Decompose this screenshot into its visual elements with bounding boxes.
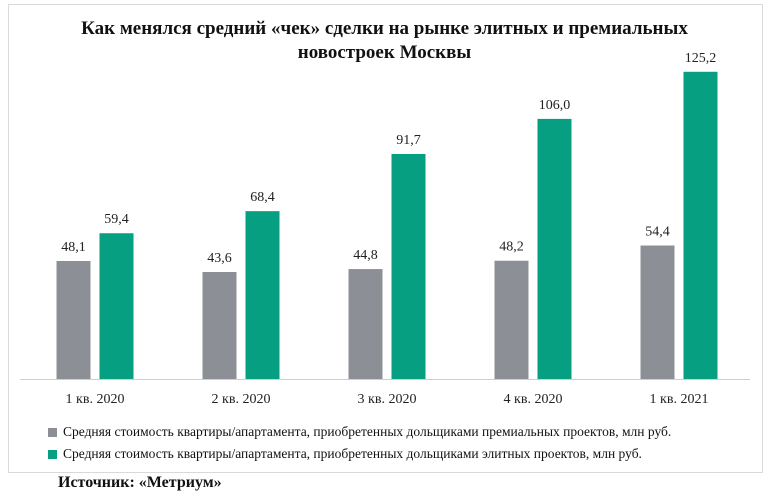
data-label-premium-3: 48,2: [499, 240, 524, 255]
bar-elite-0: [99, 233, 134, 379]
legend: Средняя стоимость квартиры/апартамента, …: [48, 421, 748, 465]
chart-frame: [8, 4, 763, 473]
bar-elite-1: [245, 211, 280, 379]
data-label-elite-2: 91,7: [396, 133, 421, 148]
data-label-premium-0: 48,1: [61, 240, 86, 255]
data-label-elite-0: 59,4: [104, 212, 129, 227]
source-note: Источник: «Метриум»: [58, 474, 222, 491]
x-tick-label-3: 4 кв. 2020: [504, 392, 563, 407]
x-tick-label-2: 3 кв. 2020: [358, 392, 417, 407]
bar-elite-2: [391, 153, 426, 379]
data-label-elite-3: 106,0: [539, 98, 571, 113]
bar-premium-3: [494, 260, 529, 379]
x-tick-label-0: 1 кв. 2020: [66, 392, 125, 407]
bar-premium-4: [640, 245, 675, 379]
data-label-premium-2: 44,8: [353, 248, 378, 263]
x-tick-label-1: 2 кв. 2020: [212, 392, 271, 407]
chart-title-line-2: новостроек Москвы: [297, 42, 472, 63]
legend-item-premium: Средняя стоимость квартиры/апартамента, …: [48, 421, 748, 443]
legend-swatch-premium: [48, 427, 57, 437]
data-label-elite-1: 68,4: [250, 190, 275, 205]
data-label-premium-1: 43,6: [207, 251, 232, 266]
chart-title-line-1: Как менялся средний «чек» сделки на рынк…: [81, 18, 688, 39]
legend-swatch-elite: [48, 449, 57, 459]
bar-elite-3: [537, 118, 572, 380]
bar-premium-1: [202, 272, 237, 379]
data-label-premium-4: 54,4: [645, 225, 670, 240]
chart-title: Как менялся средний «чек» сделки на рынк…: [0, 17, 769, 65]
bar-chart: 48,1 59,4 1 кв. 2020 43,6 68,4 2 кв. 2020 44,8…: [20, 51, 750, 407]
x-tick-label-4: 1 кв. 2021: [650, 392, 709, 407]
legend-label-elite: Средняя стоимость квартиры/апартамента, …: [63, 446, 642, 461]
data-label-elite-4: 125,2: [685, 51, 717, 66]
bar-elite-4: [683, 71, 718, 379]
bar-premium-0: [56, 260, 91, 379]
legend-item-elite: Средняя стоимость квартиры/апартамента, …: [48, 443, 748, 465]
bar-premium-2: [348, 269, 383, 379]
legend-label-premium: Средняя стоимость квартиры/апартамента, …: [63, 424, 672, 439]
